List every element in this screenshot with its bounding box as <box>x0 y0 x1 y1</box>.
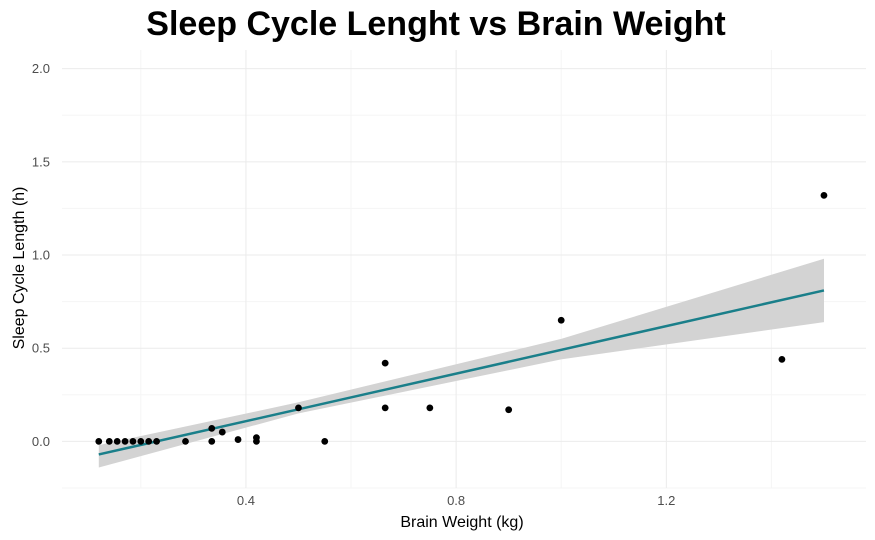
data-point <box>778 355 786 363</box>
data-point <box>95 438 103 445</box>
x-axis-label: Brain Weight (kg) <box>400 514 523 531</box>
x-tick-label: 0.8 <box>447 493 465 508</box>
minor-grid <box>62 50 866 489</box>
data-point <box>182 438 189 445</box>
data-point <box>113 438 121 445</box>
data-points <box>95 191 828 445</box>
data-point <box>426 404 434 412</box>
y-tick-label: 1.0 <box>32 248 50 263</box>
x-tick-label: 0.4 <box>237 493 255 508</box>
y-axis-ticks: 0.0 0.5 1.0 1.5 2.0 <box>32 61 50 449</box>
data-point <box>153 438 160 445</box>
y-tick-label: 2.0 <box>32 61 50 76</box>
data-point <box>557 316 565 324</box>
y-tick-label: 0.0 <box>32 434 50 449</box>
y-tick-label: 1.5 <box>32 154 50 169</box>
x-tick-label: 1.2 <box>657 493 675 508</box>
trend-line-group <box>98 289 825 456</box>
confidence-band-group <box>98 258 825 468</box>
confidence-band <box>98 258 825 468</box>
data-point <box>820 191 828 199</box>
major-grid <box>62 50 866 488</box>
data-point <box>137 438 145 445</box>
data-point <box>381 404 389 412</box>
data-point <box>218 428 226 436</box>
x-axis-ticks: 0.4 0.8 1.2 <box>237 493 675 508</box>
data-point <box>381 359 389 367</box>
y-tick-label: 0.5 <box>32 341 50 356</box>
data-point <box>234 436 242 443</box>
data-point <box>295 404 302 412</box>
data-point <box>208 424 216 432</box>
data-point <box>105 438 113 445</box>
data-point <box>253 438 260 445</box>
trend-line <box>98 289 825 456</box>
chart-title: Sleep Cycle Lenght vs Brain Weight <box>146 5 725 43</box>
data-point <box>129 438 137 445</box>
data-point <box>505 406 513 414</box>
data-point <box>121 438 129 445</box>
y-axis-label: Sleep Cycle Length (h) <box>11 187 28 350</box>
data-point <box>321 438 329 445</box>
data-point <box>208 438 216 445</box>
data-point <box>145 438 153 445</box>
